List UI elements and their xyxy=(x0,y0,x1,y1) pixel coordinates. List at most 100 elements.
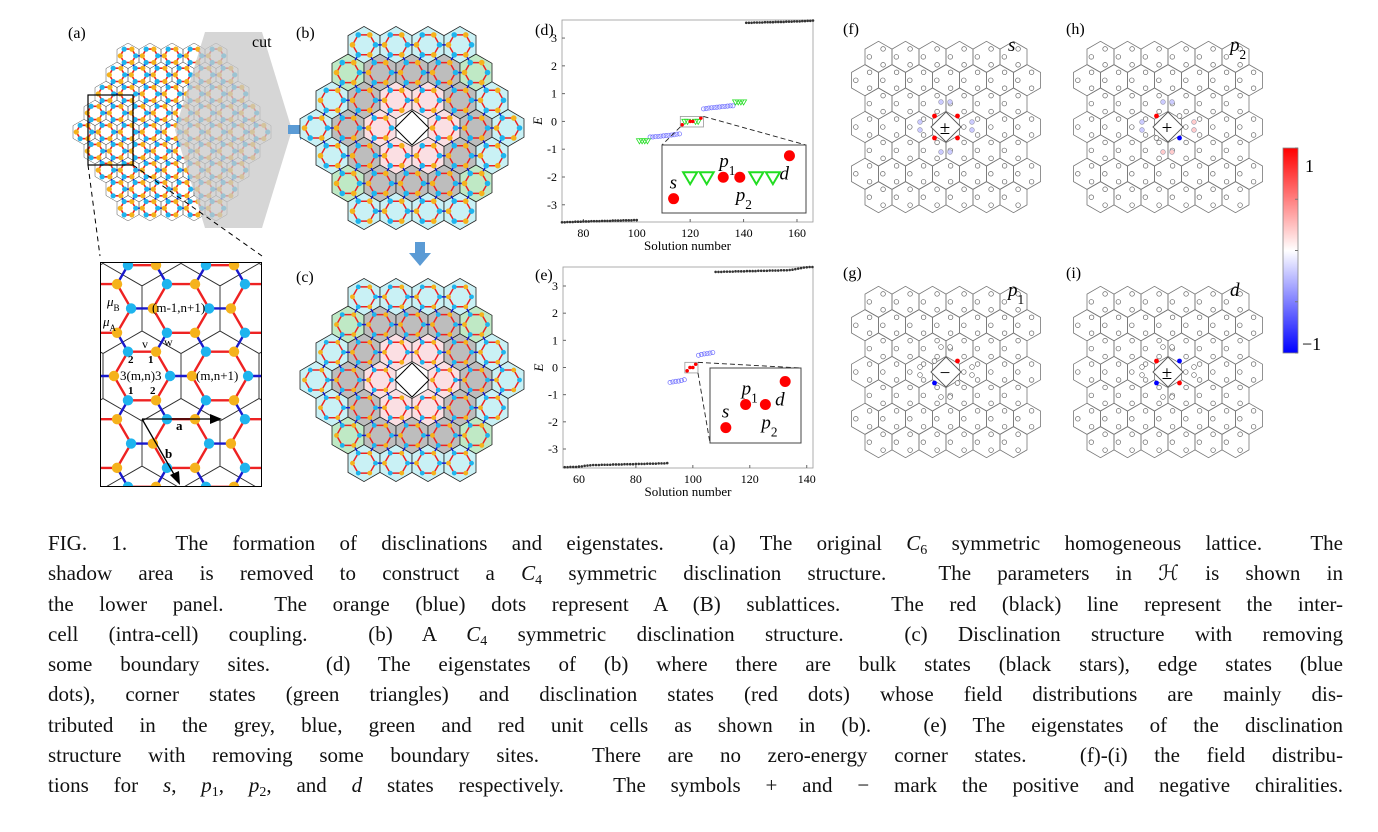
site-circle xyxy=(866,147,872,154)
sublattice-a-site xyxy=(367,470,373,476)
sublattice-b-site xyxy=(516,125,523,131)
sublattice-a-site xyxy=(107,174,113,180)
sublattice-a-site xyxy=(117,91,123,97)
sublattice-a-site xyxy=(172,72,178,78)
sublattice-b-site xyxy=(452,125,459,131)
sublattice-b-site xyxy=(339,443,345,448)
bulk-state-point xyxy=(571,220,574,224)
sublattice-a-site xyxy=(118,103,124,109)
bulk-state-point xyxy=(571,465,575,469)
sublattice-b-site xyxy=(436,152,443,159)
site-circle xyxy=(1196,85,1203,91)
site-circle xyxy=(1088,132,1095,138)
sublattice-a-site xyxy=(463,450,469,456)
sublattice-b-site xyxy=(388,125,395,131)
state-label: d xyxy=(775,389,785,410)
corner-state-point xyxy=(739,99,748,106)
bulk-state-point xyxy=(657,462,660,465)
site-circle xyxy=(934,322,940,328)
sublattice-a-site xyxy=(463,482,473,492)
bulk-state-point xyxy=(784,20,788,23)
sublattice-b-site xyxy=(111,167,117,173)
sublattice-b-site xyxy=(437,405,442,411)
sublattice-b-site xyxy=(437,349,442,355)
caption-line: structure with removing some boundary si… xyxy=(48,740,1343,770)
site-circle xyxy=(1210,171,1216,177)
sublattice-a-site xyxy=(129,84,135,90)
site-circle xyxy=(866,116,873,122)
bulk-state-point xyxy=(587,220,591,223)
site-circle xyxy=(1001,163,1008,169)
sublattice-a-site xyxy=(494,107,501,114)
site-circle xyxy=(1115,377,1122,383)
bulk-state-point xyxy=(579,220,582,224)
inter-cell-ring xyxy=(124,262,160,267)
sublattice-b-site xyxy=(177,205,183,211)
field-amplitude-site xyxy=(947,344,953,350)
sublattice-a-site xyxy=(541,482,551,492)
site-circle xyxy=(961,155,967,161)
chirality-symbol: + xyxy=(1162,118,1173,139)
sublattice-a-site xyxy=(398,322,403,327)
sublattice-a-site xyxy=(429,125,436,131)
sublattice-b-site xyxy=(419,450,425,456)
sublattice-b-site xyxy=(451,162,458,169)
sublattice-a-site xyxy=(151,136,157,142)
site-circle xyxy=(920,194,926,200)
disclination-state-point xyxy=(688,119,692,124)
sublattice-a-site xyxy=(431,339,437,345)
field-amplitude-site xyxy=(1176,113,1183,119)
sublattice-b-site xyxy=(154,155,160,161)
intra-cell-bond xyxy=(39,63,50,82)
sublattice-a-site xyxy=(430,433,435,438)
bulk-state-point xyxy=(631,462,635,466)
sublattice-a-site xyxy=(73,129,79,135)
bulk-state-point xyxy=(566,465,569,469)
bulk-state-point xyxy=(737,270,740,273)
site-circle xyxy=(920,439,926,445)
sublattice-b-site xyxy=(435,332,441,337)
vector-b-label: b xyxy=(165,446,172,461)
site-circle xyxy=(974,69,981,75)
sublattice-a-site xyxy=(429,180,436,187)
sublattice-a-site xyxy=(494,87,501,94)
edge-state-point xyxy=(710,350,716,356)
sublattice-a-site xyxy=(150,72,156,78)
sublattice-b-site xyxy=(143,122,149,128)
sublattice-a-site xyxy=(173,97,179,104)
sublattice-a-site xyxy=(350,170,357,177)
sublattice-b-site xyxy=(154,117,160,123)
bulk-state-point xyxy=(569,465,572,469)
sublattice-b-site xyxy=(88,155,94,161)
sublattice-b-site xyxy=(99,122,105,128)
bulk-state-point xyxy=(595,219,599,223)
sublattice-a-site xyxy=(162,193,168,199)
caption-text: 4 xyxy=(480,633,488,649)
inter-cell-ring xyxy=(204,485,236,487)
sublattice-b-site xyxy=(122,481,134,487)
site-circle xyxy=(907,202,913,208)
site-circle xyxy=(907,46,913,52)
sublattice-b-site xyxy=(399,236,409,246)
bulk-state-point xyxy=(616,219,620,222)
unit-cell xyxy=(493,466,571,520)
sublattice-b-site xyxy=(484,125,491,131)
edge-state-point xyxy=(663,133,669,139)
site-circle xyxy=(1156,416,1162,422)
sublattice-a-site xyxy=(494,142,501,149)
sublattice-b-site xyxy=(419,198,426,204)
site-circle xyxy=(1001,194,1007,200)
sublattice-a-site xyxy=(173,46,179,52)
site-circle xyxy=(1210,108,1216,115)
site-circle xyxy=(1237,124,1243,130)
sublattice-b-site xyxy=(6,9,16,19)
sublattice-b-site xyxy=(177,167,183,173)
unit-cell xyxy=(1221,181,1250,214)
caption-text: , xyxy=(171,773,202,798)
site-circle xyxy=(1088,54,1094,60)
x-axis-label: Solution number xyxy=(644,484,732,499)
unit-cell xyxy=(0,399,64,489)
field-amplitude-site xyxy=(955,135,960,141)
sublattice-b-site xyxy=(403,190,410,197)
